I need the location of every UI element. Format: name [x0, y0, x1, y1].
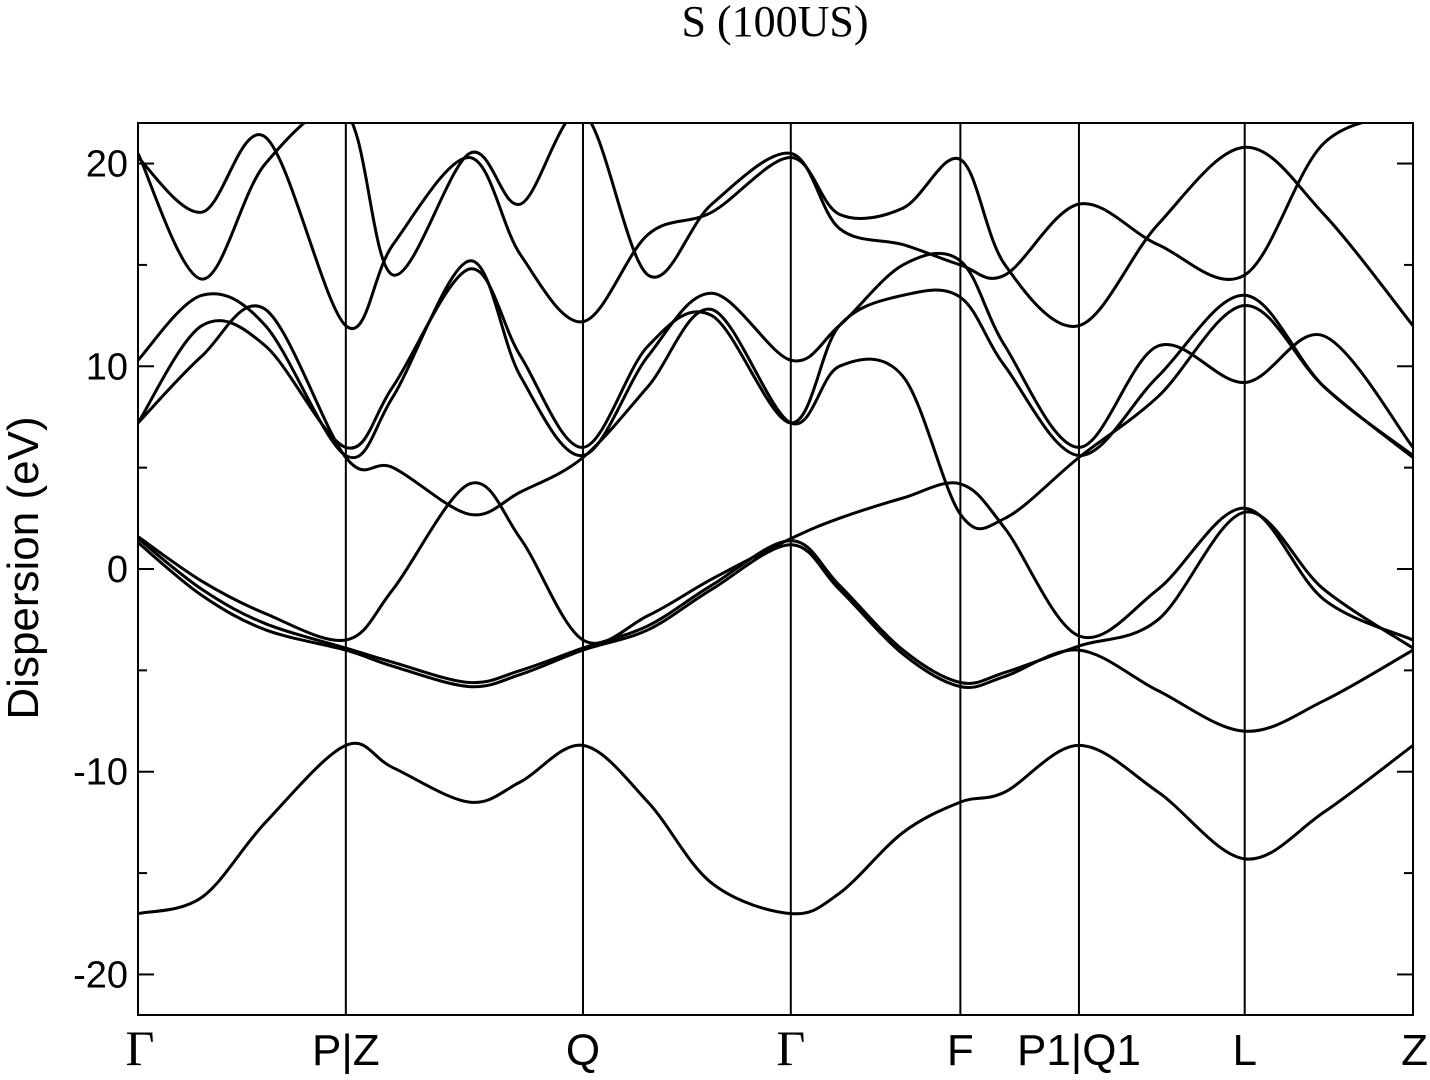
band-line — [138, 251, 1413, 460]
band-line — [138, 303, 1413, 531]
plot-frame — [137, 122, 1414, 1016]
band-line — [138, 510, 1413, 685]
plot-area: -20 -10 0 10 20 Γ P|Z Q Γ F P1|Q1 L Z — [73, 123, 1428, 1076]
band-line — [138, 133, 1413, 330]
x-tick-label: Z — [1401, 1026, 1428, 1075]
y-tick-label: 0 — [107, 549, 128, 591]
band-line — [138, 123, 1367, 281]
band-line — [138, 541, 1413, 733]
y-tick-label: -20 — [73, 954, 128, 996]
x-tick-label: P|Z — [312, 1026, 380, 1075]
band-line — [138, 267, 1413, 458]
band-line — [138, 481, 1413, 645]
y-tick-label: 10 — [86, 346, 128, 388]
x-tick-label: F — [947, 1026, 974, 1075]
y-axis-label: Dispersion (eV) — [0, 416, 48, 719]
chart-title: S (100US) — [681, 0, 868, 46]
x-tick-label: P1|Q1 — [1017, 1026, 1141, 1075]
x-tick-label: Γ — [776, 1020, 805, 1076]
y-tick-label: 20 — [86, 144, 128, 186]
band-line — [138, 741, 1413, 916]
x-tick-label: L — [1232, 1026, 1256, 1075]
x-tick-label: Q — [566, 1026, 600, 1075]
y-tick-label: -10 — [73, 752, 128, 794]
x-tick-label: Γ — [126, 1020, 155, 1076]
